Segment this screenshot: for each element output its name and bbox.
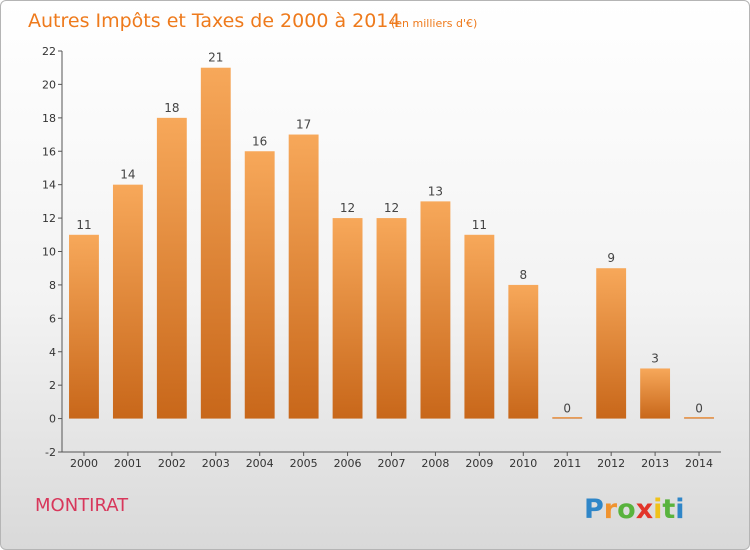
x-tick-label: 2012	[597, 457, 625, 470]
data-label: 11	[76, 218, 91, 232]
bar	[552, 417, 583, 419]
logo-letter: o	[617, 494, 636, 525]
data-label: 12	[384, 201, 399, 215]
data-label: 8	[519, 268, 527, 282]
x-tick-label: 2000	[70, 457, 98, 470]
data-label: 11	[472, 218, 487, 232]
logo-letter: t	[662, 494, 675, 525]
bar	[596, 268, 627, 419]
logo-letter: i	[653, 494, 662, 525]
commune-name: MONTIRAT	[35, 495, 129, 516]
y-tick-label: 22	[42, 45, 56, 58]
y-tick-label: 14	[42, 179, 56, 192]
data-label: 12	[340, 201, 355, 215]
bar	[376, 218, 407, 419]
data-label: 18	[164, 101, 179, 115]
data-label: 0	[563, 402, 571, 416]
data-label: 16	[252, 134, 267, 148]
x-tick-label: 2003	[202, 457, 230, 470]
chart-title: Autres Impôts et Taxes de 2000 à 2014	[28, 10, 401, 32]
logo-letter: x	[636, 494, 653, 525]
bar	[464, 234, 495, 419]
logo-letter: r	[604, 494, 618, 525]
bar	[640, 368, 671, 419]
y-tick-label: 4	[49, 346, 56, 359]
chart-subtitle: (en milliers d'€)	[391, 17, 477, 30]
y-tick-label: 20	[42, 78, 56, 91]
x-tick-label: 2008	[421, 457, 449, 470]
data-label: 21	[208, 51, 223, 65]
data-label: 13	[428, 184, 443, 198]
data-label: 3	[651, 351, 659, 365]
data-label: 14	[120, 168, 135, 182]
x-tick-label: 2010	[509, 457, 537, 470]
bar	[200, 67, 231, 419]
y-tick-label: 18	[42, 112, 56, 125]
y-tick-label: 6	[49, 312, 56, 325]
logo-letter: P	[584, 494, 604, 525]
y-tick-label: 12	[42, 212, 56, 225]
x-tick-label: 2009	[465, 457, 493, 470]
bars: 11 14 18 21 16 17 12 12 13 11 8 0 9 3 0	[69, 51, 714, 419]
bar	[69, 234, 99, 419]
bar	[420, 201, 451, 419]
y-tick-label: 10	[42, 246, 56, 259]
bar	[156, 117, 187, 419]
y-tick-label: 2	[49, 379, 56, 392]
y-axis: -2 0 2 4 6 8 10 12 14 16 18 20 22	[42, 45, 63, 459]
proxiti-logo: Proxiti	[584, 494, 685, 525]
bar	[684, 417, 714, 419]
bar	[288, 134, 319, 419]
bar	[244, 151, 275, 419]
bar	[332, 218, 363, 419]
x-tick-label: 2006	[334, 457, 362, 470]
y-tick-label: -2	[45, 446, 56, 459]
x-tick-label: 2014	[685, 457, 713, 470]
x-tick-label: 2001	[114, 457, 142, 470]
x-axis: 2000 2001 2002 2003 2004 2005 2006 2007 2008 2009…	[62, 451, 721, 470]
logo-letter: i	[675, 494, 684, 525]
bar	[112, 184, 143, 419]
data-label: 0	[695, 402, 703, 416]
y-tick-label: 8	[49, 279, 56, 292]
x-tick-label: 2007	[378, 457, 406, 470]
data-label: 17	[296, 118, 311, 132]
y-tick-label: 16	[42, 145, 56, 158]
x-tick-label: 2005	[290, 457, 318, 470]
x-tick-label: 2004	[246, 457, 274, 470]
x-tick-label: 2002	[158, 457, 186, 470]
y-tick-label: 0	[49, 413, 56, 426]
x-tick-label: 2011	[553, 457, 581, 470]
bar	[508, 284, 539, 419]
x-tick-label: 2013	[641, 457, 669, 470]
data-label: 9	[607, 251, 615, 265]
